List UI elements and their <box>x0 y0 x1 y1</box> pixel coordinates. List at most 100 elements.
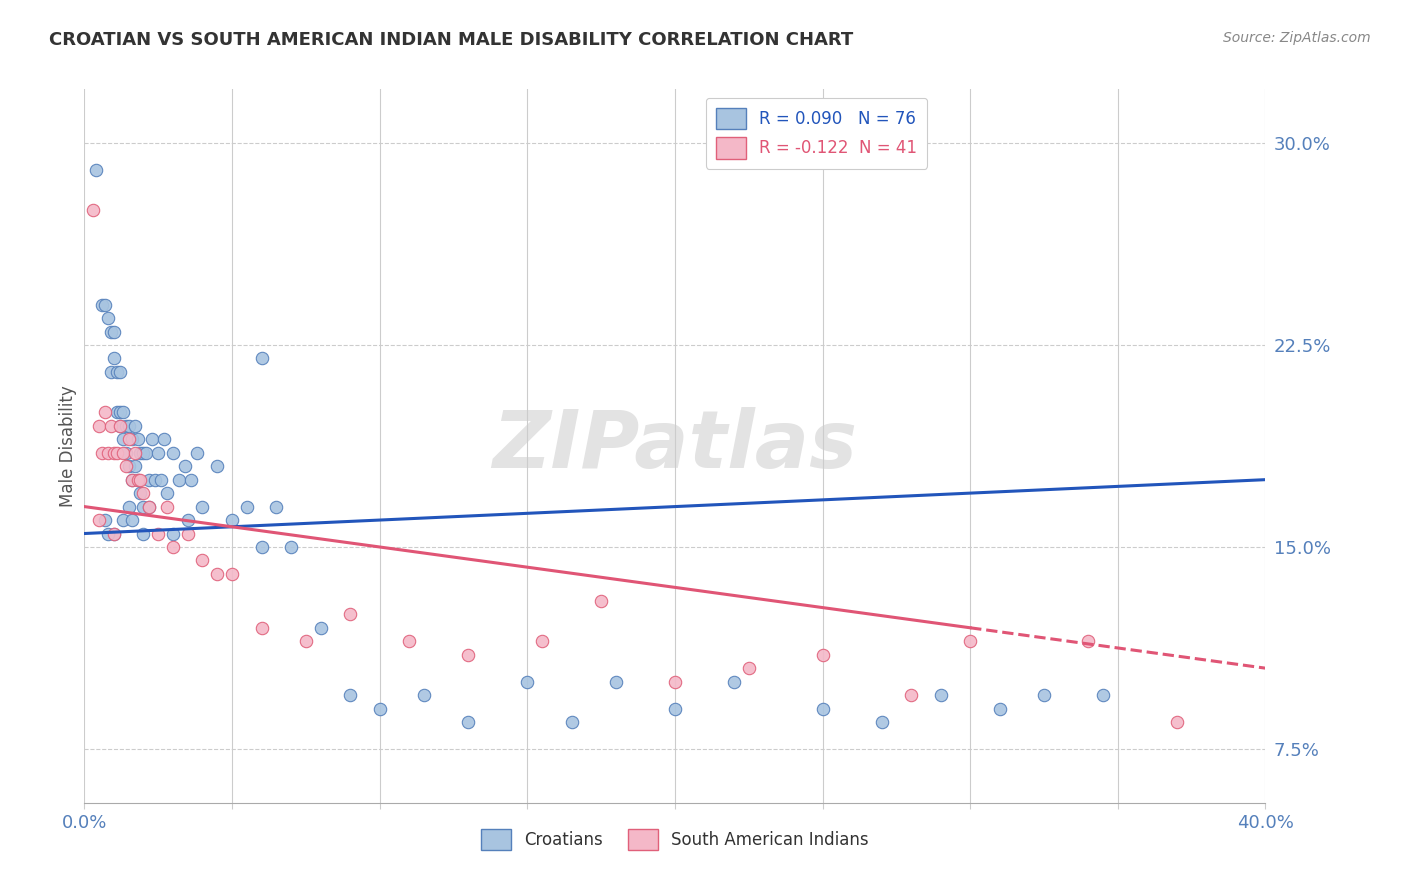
Point <box>398 634 420 648</box>
Point <box>457 648 479 662</box>
Point <box>156 500 179 514</box>
Point <box>1092 688 1115 702</box>
Point <box>664 701 686 715</box>
Point <box>162 526 184 541</box>
Point <box>132 526 155 541</box>
Point <box>132 500 155 514</box>
Point <box>108 365 131 379</box>
Point <box>605 674 627 689</box>
Point <box>129 486 152 500</box>
Point <box>191 553 214 567</box>
Point <box>339 607 361 622</box>
Point <box>111 513 134 527</box>
Point <box>413 688 436 702</box>
Point <box>531 634 554 648</box>
Point <box>591 594 613 608</box>
Point <box>900 688 922 702</box>
Point <box>124 446 146 460</box>
Point <box>148 526 170 541</box>
Point <box>870 714 893 729</box>
Point <box>959 634 981 648</box>
Point <box>811 701 834 715</box>
Point <box>91 298 114 312</box>
Point <box>723 674 745 689</box>
Point <box>105 405 128 419</box>
Point <box>191 500 214 514</box>
Point <box>1033 688 1056 702</box>
Text: ZIPatlas: ZIPatlas <box>492 407 858 485</box>
Point <box>118 500 141 514</box>
Point <box>162 446 184 460</box>
Point <box>207 459 229 474</box>
Point <box>108 418 131 433</box>
Point <box>150 473 173 487</box>
Text: Source: ZipAtlas.com: Source: ZipAtlas.com <box>1223 31 1371 45</box>
Point <box>250 351 273 366</box>
Point <box>266 500 288 514</box>
Point <box>118 459 141 474</box>
Point <box>309 621 332 635</box>
Point <box>221 513 243 527</box>
Point <box>138 500 160 514</box>
Point <box>250 621 273 635</box>
Point <box>138 500 160 514</box>
Point <box>153 432 176 446</box>
Point <box>132 486 155 500</box>
Point <box>457 714 479 729</box>
Point <box>129 473 152 487</box>
Point <box>103 446 125 460</box>
Point <box>103 351 125 366</box>
Point <box>561 714 583 729</box>
Point <box>127 432 149 446</box>
Point <box>118 418 141 433</box>
Point <box>295 634 318 648</box>
Point <box>111 446 134 460</box>
Point <box>929 688 952 702</box>
Point <box>105 446 128 460</box>
Point <box>114 446 136 460</box>
Point <box>103 325 125 339</box>
Point <box>988 701 1011 715</box>
Point <box>156 486 179 500</box>
Text: CROATIAN VS SOUTH AMERICAN INDIAN MALE DISABILITY CORRELATION CHART: CROATIAN VS SOUTH AMERICAN INDIAN MALE D… <box>49 31 853 49</box>
Point <box>124 418 146 433</box>
Point <box>105 365 128 379</box>
Point <box>173 459 195 474</box>
Point <box>114 418 136 433</box>
Point <box>127 473 149 487</box>
Point <box>339 688 361 702</box>
Point <box>103 526 125 541</box>
Point <box>111 432 134 446</box>
Point <box>82 203 104 218</box>
Point <box>103 526 125 541</box>
Y-axis label: Male Disability: Male Disability <box>59 385 77 507</box>
Point <box>141 432 163 446</box>
Point <box>84 163 107 178</box>
Point <box>280 540 302 554</box>
Point <box>124 459 146 474</box>
Point <box>87 418 111 433</box>
Point <box>138 473 160 487</box>
Point <box>162 540 184 554</box>
Point <box>94 513 117 527</box>
Point <box>143 473 166 487</box>
Point <box>738 661 761 675</box>
Point <box>100 418 122 433</box>
Point <box>811 648 834 662</box>
Point <box>177 526 200 541</box>
Point <box>148 446 170 460</box>
Point <box>186 446 208 460</box>
Point <box>97 446 120 460</box>
Point <box>108 418 131 433</box>
Point <box>177 513 200 527</box>
Point <box>100 325 122 339</box>
Point <box>87 513 111 527</box>
Point <box>100 365 122 379</box>
Point <box>207 566 229 581</box>
Point <box>664 674 686 689</box>
Point <box>250 540 273 554</box>
Point <box>97 526 120 541</box>
Point <box>91 446 114 460</box>
Point <box>121 432 143 446</box>
Point <box>1077 634 1099 648</box>
